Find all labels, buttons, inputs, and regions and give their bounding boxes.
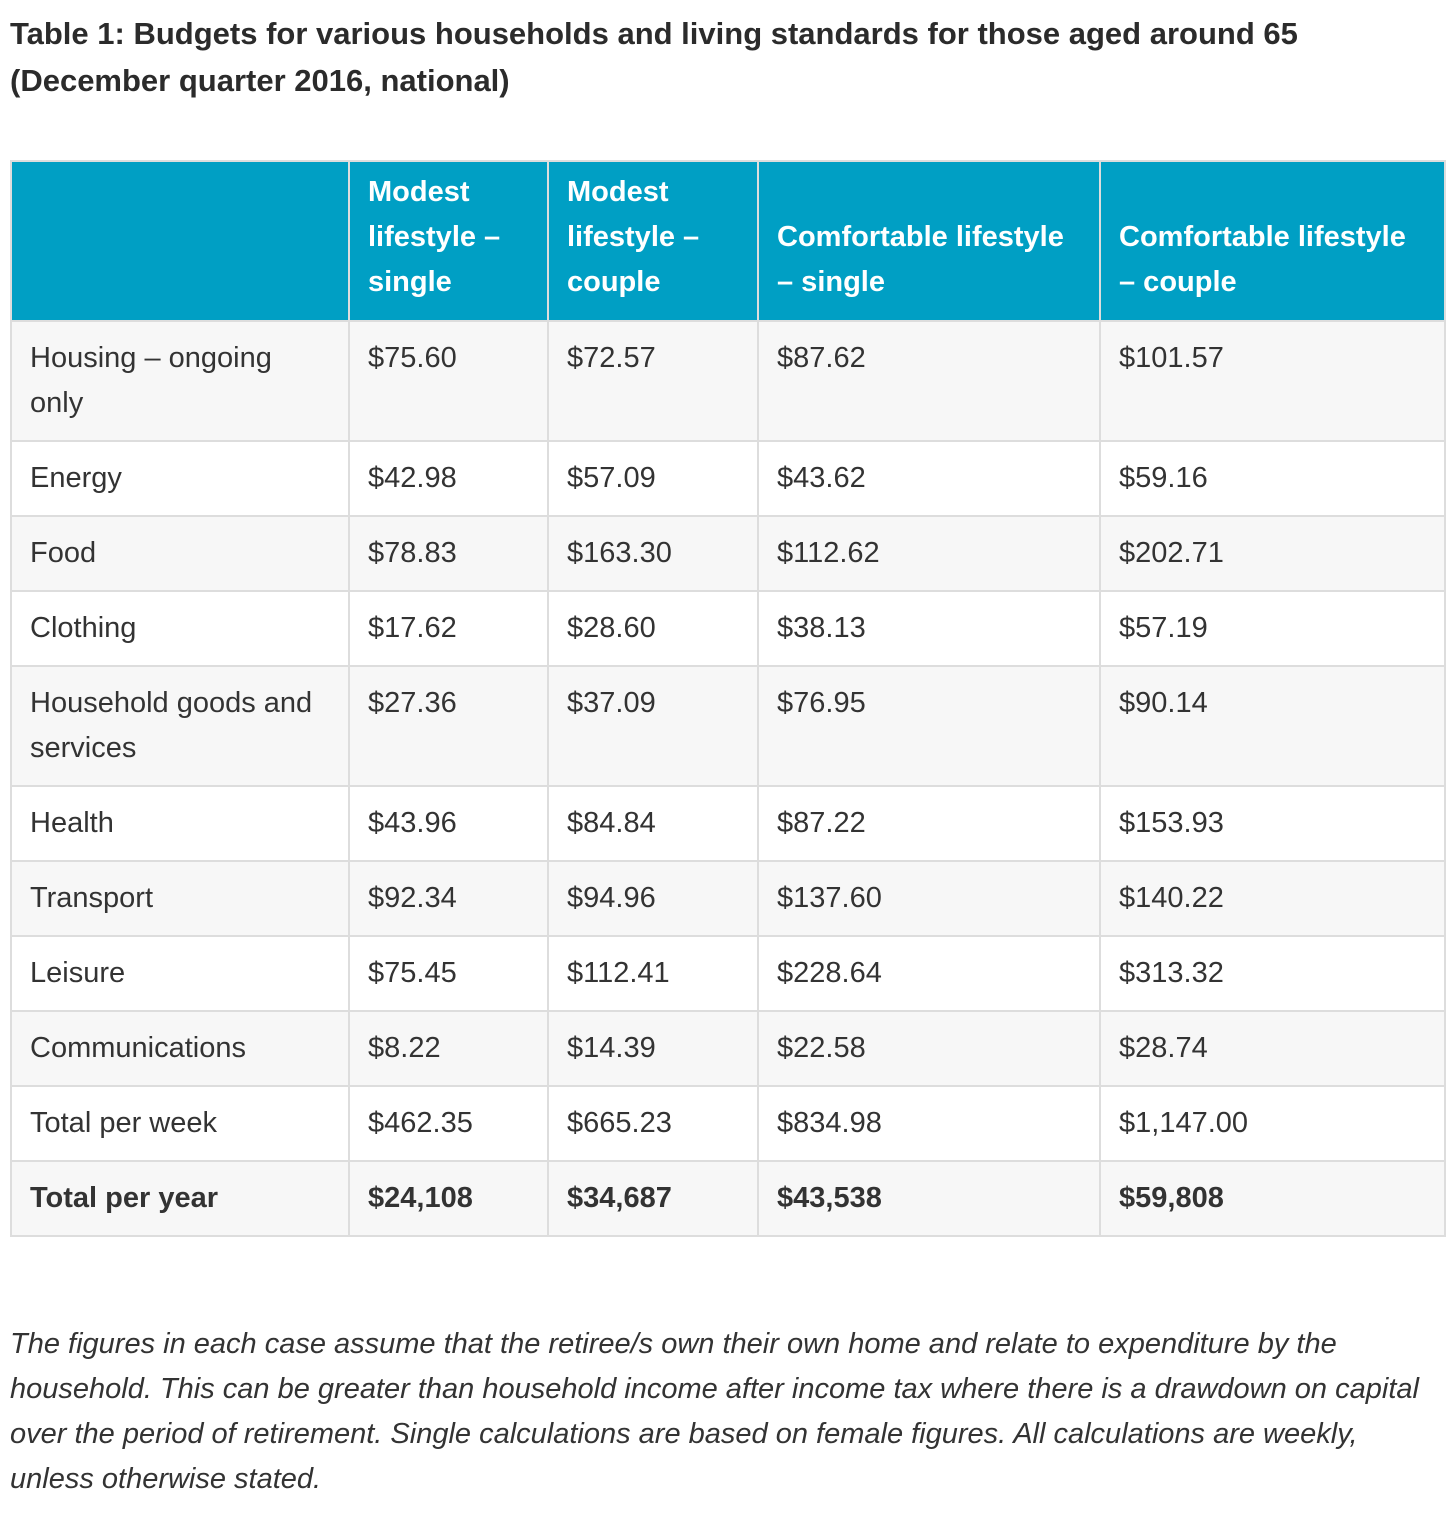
cell-value: $43.96 — [348, 785, 549, 862]
cell-value: $665.23 — [547, 1085, 759, 1162]
cell-value: $90.14 — [1099, 665, 1446, 787]
cell-value: $87.62 — [757, 320, 1101, 442]
cell-value: $94.96 — [547, 860, 759, 937]
row-label: Household goods and services — [10, 665, 350, 787]
cell-value: $92.34 — [348, 860, 549, 937]
table-row: Total per week $462.35 $665.23 $834.98 $… — [10, 1085, 1446, 1162]
cell-value: $75.45 — [348, 935, 549, 1012]
table-row: Health $43.96 $84.84 $87.22 $153.93 — [10, 785, 1446, 862]
cell-value: $153.93 — [1099, 785, 1446, 862]
column-header-blank — [10, 160, 350, 322]
cell-value: $72.57 — [547, 320, 759, 442]
cell-value: $112.41 — [547, 935, 759, 1012]
cell-value: $57.09 — [547, 440, 759, 517]
cell-value: $24,108 — [348, 1160, 549, 1237]
row-label: Total per year — [10, 1160, 350, 1237]
cell-value: $59.16 — [1099, 440, 1446, 517]
row-label: Leisure — [10, 935, 350, 1012]
cell-value: $84.84 — [547, 785, 759, 862]
cell-value: $17.62 — [348, 590, 549, 667]
table-row: Food $78.83 $163.30 $112.62 $202.71 — [10, 515, 1446, 592]
column-header-modest-couple: Modest lifestyle – couple — [547, 160, 759, 322]
cell-value: $14.39 — [547, 1010, 759, 1087]
cell-value: $1,147.00 — [1099, 1085, 1446, 1162]
table-row: Household goods and services $27.36 $37.… — [10, 665, 1446, 787]
table-row: Housing – ongoing only $75.60 $72.57 $87… — [10, 320, 1446, 442]
cell-value: $202.71 — [1099, 515, 1446, 592]
cell-value: $59,808 — [1099, 1160, 1446, 1237]
cell-value: $43.62 — [757, 440, 1101, 517]
page-title: Table 1: Budgets for various households … — [10, 16, 1298, 98]
table-row: Communications $8.22 $14.39 $22.58 $28.7… — [10, 1010, 1446, 1087]
table-row: Clothing $17.62 $28.60 $38.13 $57.19 — [10, 590, 1446, 667]
cell-value: $57.19 — [1099, 590, 1446, 667]
cell-value: $27.36 — [348, 665, 549, 787]
cell-value: $834.98 — [757, 1085, 1101, 1162]
cell-value: $75.60 — [348, 320, 549, 442]
row-label: Clothing — [10, 590, 350, 667]
cell-value: $137.60 — [757, 860, 1101, 937]
cell-value: $101.57 — [1099, 320, 1446, 442]
cell-value: $8.22 — [348, 1010, 549, 1087]
table-row: Transport $92.34 $94.96 $137.60 $140.22 — [10, 860, 1446, 937]
row-label: Health — [10, 785, 350, 862]
cell-value: $42.98 — [348, 440, 549, 517]
row-label: Communications — [10, 1010, 350, 1087]
cell-value: $140.22 — [1099, 860, 1446, 937]
row-label: Transport — [10, 860, 350, 937]
cell-value: $28.74 — [1099, 1010, 1446, 1087]
column-header-comfortable-couple: Comfortable lifestyle – couple — [1099, 160, 1446, 322]
cell-value: $112.62 — [757, 515, 1101, 592]
table-header-row: Modest lifestyle – single Modest lifesty… — [10, 160, 1446, 322]
cell-value: $43,538 — [757, 1160, 1101, 1237]
row-label: Energy — [10, 440, 350, 517]
table-row: Energy $42.98 $57.09 $43.62 $59.16 — [10, 440, 1446, 517]
cell-value: $38.13 — [757, 590, 1101, 667]
cell-value: $87.22 — [757, 785, 1101, 862]
cell-value: $28.60 — [547, 590, 759, 667]
row-label: Total per week — [10, 1085, 350, 1162]
column-header-comfortable-single: Comfortable lifestyle – single — [757, 160, 1101, 322]
cell-value: $34,687 — [547, 1160, 759, 1237]
cell-value: $462.35 — [348, 1085, 549, 1162]
cell-value: $22.58 — [757, 1010, 1101, 1087]
table-row: Leisure $75.45 $112.41 $228.64 $313.32 — [10, 935, 1446, 1012]
footnote: The figures in each case assume that the… — [10, 1328, 1419, 1495]
row-label: Housing – ongoing only — [10, 320, 350, 442]
column-header-modest-single: Modest lifestyle – single — [348, 160, 549, 322]
cell-value: $313.32 — [1099, 935, 1446, 1012]
cell-value: $37.09 — [547, 665, 759, 787]
cell-value: $76.95 — [757, 665, 1101, 787]
budget-table: Modest lifestyle – single Modest lifesty… — [10, 160, 1446, 1237]
cell-value: $228.64 — [757, 935, 1101, 1012]
cell-value: $78.83 — [348, 515, 549, 592]
row-label: Food — [10, 515, 350, 592]
table-row: Total per year $24,108 $34,687 $43,538 $… — [10, 1160, 1446, 1237]
cell-value: $163.30 — [547, 515, 759, 592]
